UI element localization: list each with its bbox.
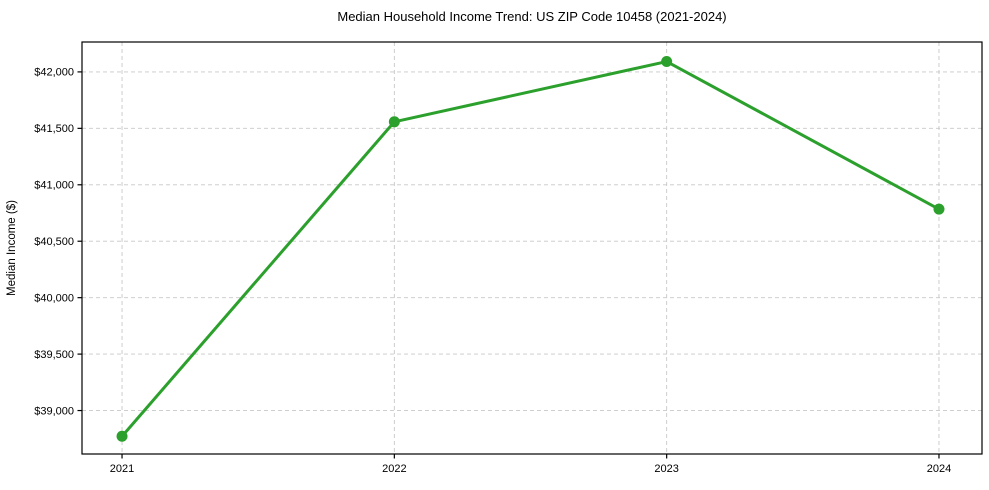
x-tick-label: 2021 [110,463,134,475]
data-point-marker [388,116,400,128]
axis-ticks-group [77,71,940,459]
data-point-marker [661,56,673,68]
y-tick-label: $40,000 [34,292,74,304]
data-line [120,60,941,438]
y-tick-label: $39,500 [34,349,74,361]
data-point-marker [116,430,128,442]
y-tick-label: $40,500 [34,236,74,248]
y-tick-label: $42,000 [34,67,74,79]
y-tick-label: $39,000 [34,405,74,417]
y-axis-label: Median Income ($) [6,200,18,296]
gridlines-group [82,42,982,454]
chart-title: Median Household Income Trend: US ZIP Co… [337,9,726,24]
x-tick-label: 2023 [654,463,678,475]
plot-frame [81,41,983,455]
y-tick-label: $41,500 [34,123,74,135]
x-tick-label: 2024 [927,463,951,475]
x-tick-label: 2022 [382,463,406,475]
data-series-group [116,56,945,442]
y-tick-label: $41,000 [34,180,74,192]
tick-labels-group: 2021 2022 2023 2024 $39,000 $39,500 $40,000 $40… [34,67,951,475]
data-point-marker [933,203,945,215]
plot-frame-group [81,41,983,455]
